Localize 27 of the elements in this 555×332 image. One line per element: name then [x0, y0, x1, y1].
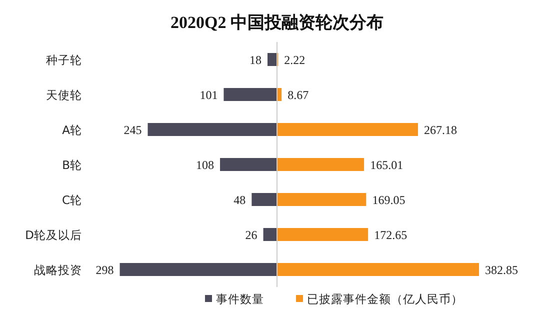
data-label: 26 [245, 228, 258, 242]
data-label: 101 [200, 88, 218, 102]
legend-label: 已披露事件金额（亿人民币） [307, 292, 463, 306]
data-label: 165.01 [370, 158, 404, 172]
y-tick-label: B轮 [62, 158, 82, 172]
bar [263, 228, 277, 241]
y-tick-label: 种子轮 [46, 53, 82, 67]
data-label: 18 [250, 53, 262, 67]
data-label: 108 [196, 158, 214, 172]
chart-title: 2020Q2 中国投融资轮次分布 [170, 13, 384, 32]
data-label: 8.67 [288, 88, 309, 102]
data-label: 267.18 [424, 123, 457, 137]
bar [268, 53, 277, 66]
y-tick-label: 战略投资 [34, 263, 82, 277]
y-tick-label: D轮及以后 [25, 228, 82, 242]
data-label: 382.85 [485, 263, 518, 277]
bar [252, 193, 277, 206]
data-label: 298 [96, 263, 114, 277]
y-tick-label: C轮 [62, 193, 82, 207]
data-label: 48 [234, 193, 246, 207]
data-label: 169.05 [372, 193, 406, 207]
y-tick-label: A轮 [62, 123, 82, 137]
y-tick-label: 天使轮 [46, 88, 82, 102]
data-label: 2.22 [284, 53, 306, 67]
data-label: 172.65 [374, 228, 408, 242]
data-label: 245 [124, 123, 142, 137]
legend-label: 事件数量 [216, 292, 264, 306]
